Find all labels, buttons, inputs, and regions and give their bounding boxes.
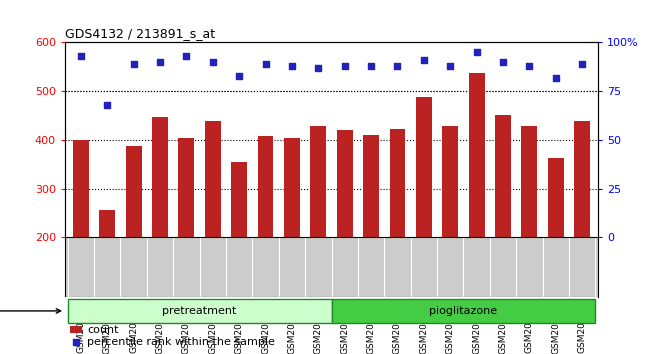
Point	[471, 50, 482, 55]
Point	[339, 63, 350, 69]
Point	[524, 63, 534, 69]
Bar	[284, 138, 300, 238]
Point	[366, 63, 376, 69]
Bar	[337, 130, 352, 238]
Bar	[152, 116, 168, 238]
Bar	[574, 121, 590, 238]
Text: count: count	[87, 325, 119, 335]
Point	[445, 63, 456, 69]
Point	[261, 61, 271, 67]
Bar	[363, 135, 379, 238]
Text: GDS4132 / 213891_s_at: GDS4132 / 213891_s_at	[65, 27, 215, 40]
Bar	[125, 146, 142, 238]
Bar	[205, 121, 221, 238]
Bar	[332, 299, 595, 323]
Point	[155, 59, 165, 65]
Point	[498, 59, 508, 65]
Point	[551, 75, 561, 80]
Bar	[389, 129, 406, 238]
Point	[313, 65, 324, 71]
Point	[207, 59, 218, 65]
Bar	[442, 126, 458, 238]
Point	[392, 63, 402, 69]
Bar	[179, 138, 194, 238]
Point	[287, 63, 297, 69]
Bar	[469, 73, 484, 238]
Point	[419, 57, 429, 63]
Bar	[68, 299, 332, 323]
Bar	[257, 136, 274, 238]
Bar	[70, 326, 82, 333]
Bar	[495, 115, 511, 238]
Bar	[548, 159, 564, 238]
Bar	[416, 97, 432, 238]
Point	[129, 61, 139, 67]
Text: percentile rank within the sample: percentile rank within the sample	[87, 337, 275, 347]
Bar	[73, 140, 89, 238]
Text: pioglitazone: pioglitazone	[430, 306, 497, 316]
Point	[234, 73, 244, 79]
Bar	[521, 126, 538, 238]
Bar	[311, 126, 326, 238]
Point	[102, 102, 112, 108]
Bar	[231, 162, 247, 238]
Text: pretreatment: pretreatment	[162, 306, 237, 316]
Text: agent: agent	[0, 306, 60, 316]
Bar	[99, 210, 115, 238]
Point	[181, 53, 192, 59]
Point	[428, 292, 439, 298]
Point	[577, 61, 588, 67]
Point	[75, 53, 86, 59]
